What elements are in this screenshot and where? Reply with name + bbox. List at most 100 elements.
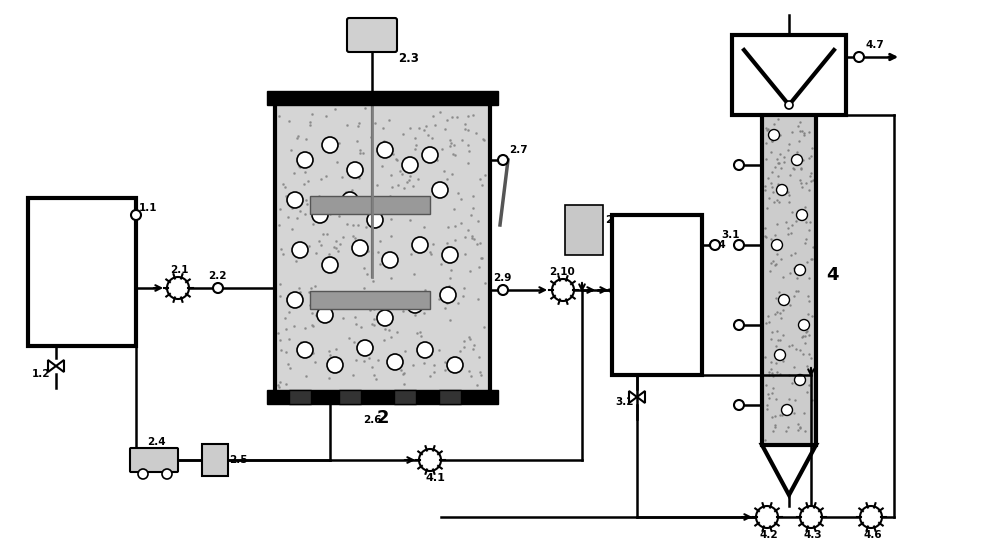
Circle shape [417, 342, 433, 358]
Circle shape [131, 210, 141, 220]
Circle shape [367, 212, 383, 228]
Bar [565, 205, 603, 255]
Text: 4.6: 4.6 [863, 530, 882, 540]
Circle shape [317, 307, 333, 323]
Text: 4.7: 4.7 [865, 40, 884, 50]
Bar [289, 390, 311, 404]
Bar [732, 35, 846, 115]
Circle shape [287, 192, 303, 208]
Text: 4: 4 [826, 266, 838, 284]
Text: 2.2: 2.2 [208, 271, 226, 281]
FancyBboxPatch shape [347, 18, 397, 52]
Circle shape [138, 469, 148, 479]
Text: 3.2: 3.2 [615, 397, 634, 407]
Circle shape [347, 292, 363, 308]
Text: 2.10: 2.10 [549, 267, 575, 277]
Circle shape [402, 197, 418, 213]
Circle shape [322, 137, 338, 153]
Text: 2.7: 2.7 [509, 145, 528, 155]
Text: 2: 2 [376, 409, 389, 427]
Circle shape [440, 287, 456, 303]
Circle shape [794, 374, 806, 385]
Text: 2.4: 2.4 [147, 437, 166, 447]
Text: 4.3: 4.3 [803, 530, 822, 540]
Circle shape [854, 52, 864, 62]
Text: 2.9: 2.9 [493, 273, 511, 283]
Circle shape [447, 357, 463, 373]
Circle shape [442, 247, 458, 263]
Circle shape [167, 277, 189, 299]
Bar [394, 390, 416, 404]
Circle shape [756, 506, 778, 528]
Circle shape [798, 320, 810, 330]
Circle shape [432, 182, 448, 198]
Circle shape [297, 342, 313, 358]
Bar [28, 198, 136, 346]
Bar [339, 390, 361, 404]
Circle shape [347, 162, 363, 178]
Text: 2.8: 2.8 [605, 215, 625, 225]
Circle shape [322, 257, 338, 273]
Text: 2.6: 2.6 [363, 415, 382, 425]
Polygon shape [56, 360, 64, 372]
Circle shape [407, 297, 423, 313]
Bar [310, 291, 430, 309]
Circle shape [419, 449, 441, 471]
Circle shape [213, 283, 223, 293]
Text: 4.1: 4.1 [425, 473, 445, 483]
Circle shape [794, 265, 806, 276]
Text: 1: 1 [48, 214, 60, 232]
Circle shape [352, 240, 368, 256]
Text: 1.1: 1.1 [139, 203, 158, 213]
Text: 2.5: 2.5 [229, 455, 248, 465]
Circle shape [782, 405, 792, 416]
Text: 3: 3 [632, 226, 644, 244]
Bar [762, 105, 816, 445]
Circle shape [377, 142, 393, 158]
Circle shape [710, 240, 720, 250]
Bar [267, 390, 498, 404]
Bar [439, 390, 461, 404]
Circle shape [382, 252, 398, 268]
Polygon shape [48, 360, 56, 372]
Bar [267, 91, 498, 105]
Circle shape [287, 292, 303, 308]
Circle shape [357, 340, 373, 356]
Text: 4.5: 4.5 [740, 59, 761, 71]
Text: 1.2: 1.2 [32, 369, 50, 379]
Text: 3.1: 3.1 [721, 230, 740, 240]
Circle shape [387, 354, 403, 370]
Circle shape [734, 160, 744, 170]
Circle shape [312, 207, 328, 223]
Circle shape [412, 237, 428, 253]
Circle shape [402, 157, 418, 173]
Text: 2.3: 2.3 [398, 52, 419, 64]
Polygon shape [637, 391, 645, 403]
Polygon shape [629, 391, 637, 403]
Circle shape [734, 240, 744, 250]
FancyBboxPatch shape [130, 448, 178, 472]
Bar [275, 105, 490, 390]
Circle shape [776, 184, 788, 195]
Text: 4.4: 4.4 [707, 240, 726, 250]
Circle shape [792, 154, 802, 165]
Bar [612, 215, 702, 375]
Circle shape [796, 210, 808, 221]
Circle shape [377, 310, 393, 326]
Circle shape [498, 155, 508, 165]
Circle shape [552, 279, 574, 301]
Text: 2.1: 2.1 [170, 265, 188, 275]
Polygon shape [762, 445, 816, 495]
Circle shape [342, 192, 358, 208]
Circle shape [327, 357, 343, 373]
Circle shape [778, 294, 790, 305]
Circle shape [860, 506, 882, 528]
Circle shape [774, 350, 786, 361]
Circle shape [772, 239, 782, 250]
Circle shape [768, 130, 780, 141]
Circle shape [297, 152, 313, 168]
Circle shape [734, 320, 744, 330]
Bar [310, 196, 430, 214]
Circle shape [162, 469, 172, 479]
Bar [202, 444, 228, 476]
